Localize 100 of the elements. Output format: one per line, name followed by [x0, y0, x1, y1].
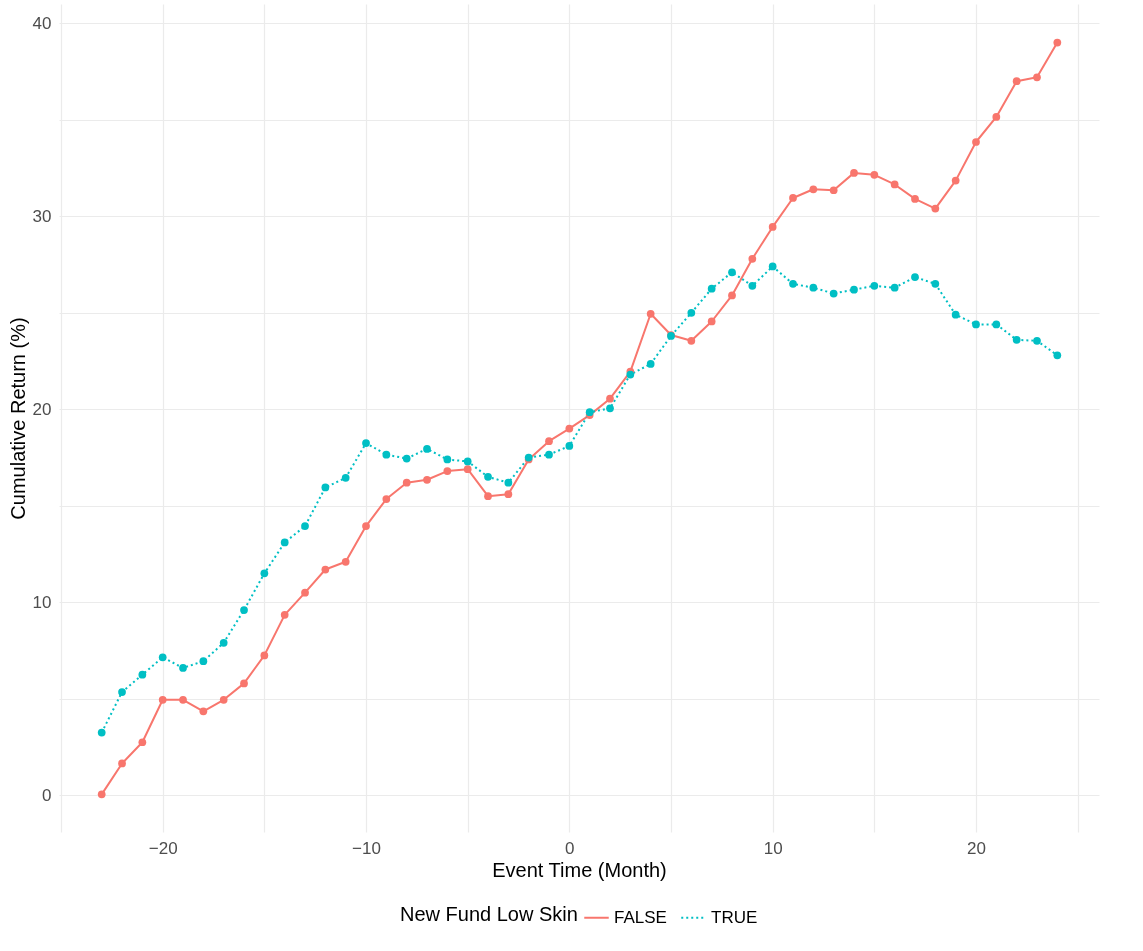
point: [362, 439, 370, 447]
point: [789, 279, 797, 288]
point: [565, 424, 574, 433]
point: [829, 289, 838, 298]
point: [260, 569, 269, 578]
point: [992, 320, 1001, 329]
point: [179, 664, 187, 672]
point: [158, 695, 167, 704]
point: [240, 679, 248, 688]
point: [484, 492, 492, 501]
point: [504, 478, 513, 487]
point: [219, 695, 228, 704]
point: [748, 254, 757, 263]
point: [382, 495, 391, 503]
point: [179, 695, 187, 704]
point: [362, 522, 370, 530]
point: [646, 360, 655, 368]
point: [240, 606, 248, 614]
y-tick-label: 20: [32, 399, 52, 419]
point: [199, 707, 208, 716]
point: [1033, 73, 1041, 82]
point: [768, 262, 777, 271]
y-tick-label: 0: [42, 785, 52, 805]
point: [1033, 336, 1041, 345]
point: [687, 308, 696, 317]
point: [280, 538, 289, 547]
point: [606, 394, 614, 403]
y-tick-label: 30: [32, 206, 52, 226]
point: [423, 475, 431, 484]
x-axis-title: Event Time (Month): [492, 858, 667, 881]
point: [545, 450, 553, 459]
point: [951, 176, 960, 185]
point: [321, 483, 330, 492]
point: [97, 728, 106, 737]
point: [931, 279, 940, 288]
point: [402, 454, 411, 463]
point: [402, 478, 411, 487]
point: [484, 473, 492, 481]
point: [1053, 351, 1062, 360]
x-tick-label: −10: [352, 838, 381, 858]
point: [158, 653, 167, 662]
point: [890, 180, 899, 189]
point: [992, 113, 1001, 121]
point: [972, 320, 980, 329]
point: [870, 170, 879, 179]
point: [118, 688, 126, 696]
point: [118, 759, 126, 768]
legend-label: TRUE: [711, 907, 758, 927]
point: [870, 281, 879, 290]
y-tick-label: 10: [32, 592, 52, 612]
point: [341, 557, 350, 566]
point: [789, 194, 797, 202]
legend-label: FALSE: [614, 907, 667, 927]
point: [728, 291, 736, 300]
point: [768, 223, 777, 231]
point: [850, 285, 858, 294]
point: [97, 790, 106, 799]
point: [951, 310, 960, 319]
point: [463, 457, 472, 466]
point: [504, 490, 513, 499]
point: [382, 450, 391, 459]
point: [463, 465, 472, 474]
legend-title: New Fund Low Skin: [400, 903, 578, 925]
x-tick-label: 20: [967, 838, 986, 858]
point: [219, 638, 228, 647]
point: [707, 284, 716, 293]
point: [748, 281, 757, 290]
point: [850, 169, 858, 177]
point: [341, 473, 350, 482]
point: [972, 138, 980, 146]
point: [890, 283, 899, 292]
x-tick-label: 10: [763, 838, 783, 858]
point: [931, 204, 940, 213]
point: [260, 651, 269, 660]
point: [687, 336, 696, 345]
point: [565, 442, 574, 450]
point: [809, 185, 818, 194]
point: [280, 611, 289, 619]
point: [138, 738, 147, 747]
point: [443, 467, 452, 475]
point: [301, 522, 309, 530]
point: [829, 186, 838, 195]
point: [321, 565, 330, 574]
point: [423, 445, 431, 453]
point: [809, 283, 818, 292]
x-tick-label: −20: [148, 838, 178, 858]
point: [646, 309, 655, 318]
point: [545, 437, 553, 446]
point: [1053, 38, 1062, 47]
point: [1012, 335, 1021, 344]
point: [1012, 77, 1021, 86]
point: [728, 268, 736, 277]
y-axis-title: Cumulative Return (%): [6, 317, 29, 520]
point: [707, 317, 716, 326]
x-tick-label: 0: [565, 838, 575, 858]
point: [911, 273, 919, 281]
point: [606, 404, 614, 413]
point: [911, 195, 919, 203]
y-tick-label: 40: [32, 13, 52, 33]
point: [301, 588, 309, 597]
